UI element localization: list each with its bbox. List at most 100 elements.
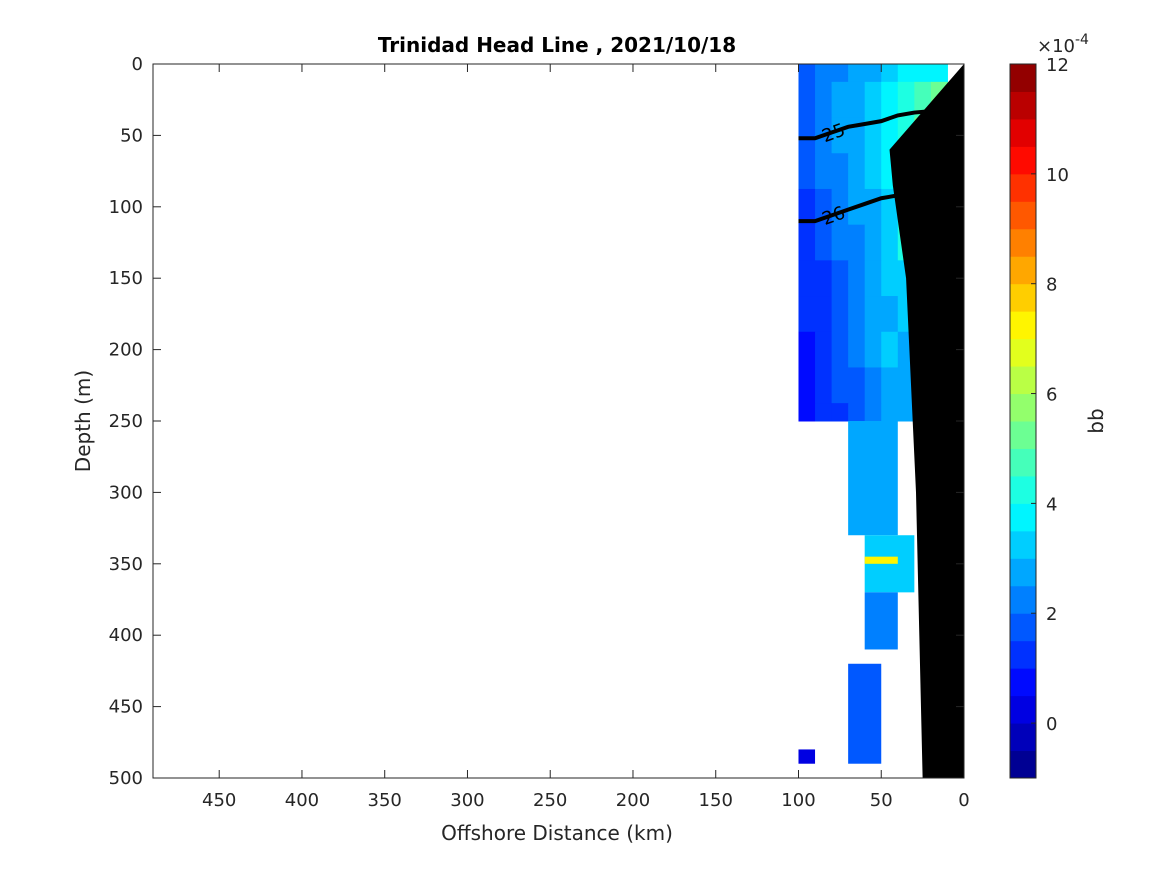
- heatmap-cell: [864, 403, 882, 422]
- heatmap-cell: [848, 260, 866, 297]
- heatmap-cell: [798, 296, 816, 333]
- colorbar-swatch: [1010, 338, 1036, 367]
- colorbar-swatch: [1010, 558, 1036, 587]
- x-tick-label: 350: [368, 790, 402, 811]
- colorbar-swatch: [1010, 668, 1036, 697]
- y-tick-label: 450: [109, 697, 143, 718]
- heatmap-cell: [815, 260, 833, 297]
- heatmap-cell: [914, 64, 932, 83]
- x-tick-label: 50: [870, 790, 893, 811]
- colorbar-swatch: [1010, 311, 1036, 340]
- colorbar-swatch: [1010, 530, 1036, 559]
- colorbar-swatch: [1010, 448, 1036, 477]
- contour-line: [798, 109, 932, 141]
- heatmap-cell: [864, 117, 882, 154]
- colorbar-swatch: [1010, 283, 1036, 312]
- heatmap-cell: [798, 331, 816, 368]
- heatmap-cell: [881, 64, 899, 83]
- heatmap-cell: [881, 296, 899, 333]
- heatmap-cell: [864, 153, 882, 190]
- deep-patch: [864, 592, 898, 650]
- heatmap-cell: [831, 367, 849, 404]
- colorbar-tick-label: 2: [1046, 604, 1057, 625]
- heatmap-cell: [881, 331, 899, 368]
- heatmap-cell: [848, 296, 866, 333]
- heatmap-cell: [831, 296, 849, 333]
- deep-patch: [864, 556, 898, 564]
- y-tick-label: 350: [109, 554, 143, 575]
- heatmap-cell: [831, 188, 849, 226]
- heatmap-cell: [815, 296, 833, 333]
- heatmap-cell: [798, 224, 816, 261]
- colorbar-exponent-base: ×10: [1037, 36, 1075, 57]
- y-tick-label: 200: [109, 340, 143, 361]
- heatmap-cell: [798, 367, 816, 404]
- heatmap-cell: [897, 64, 915, 83]
- heatmap-cell: [798, 260, 816, 297]
- heatmap-cell: [815, 64, 833, 83]
- colorbar-swatch: [1010, 118, 1036, 147]
- heatmap-cell: [881, 367, 899, 404]
- colorbar-exponent-power: -4: [1075, 32, 1089, 48]
- heatmap-cell: [864, 81, 882, 119]
- heatmap-cell: [848, 81, 866, 119]
- x-tick-label: 400: [285, 790, 319, 811]
- colorbar-tick-label: 4: [1046, 494, 1057, 515]
- colorbar-swatches: [1010, 64, 1036, 779]
- heatmap-cell: [881, 224, 899, 261]
- heatmap-cell: [815, 153, 833, 190]
- colorbar-swatch: [1010, 201, 1036, 230]
- deep-patch: [848, 663, 882, 764]
- colorbar-swatch: [1010, 64, 1036, 92]
- heatmap-cell: [815, 81, 833, 119]
- y-tick-label: 300: [109, 482, 143, 503]
- heatmap-cell: [815, 224, 833, 261]
- heatmap-cell: [798, 64, 816, 83]
- heatmap-cell: [881, 403, 899, 422]
- heatmap-cell: [864, 224, 882, 261]
- colorbar-swatch: [1010, 91, 1036, 120]
- heatmap-cell: [848, 367, 866, 404]
- colorbar-tick-label: 12: [1046, 55, 1069, 76]
- colorbar-swatch: [1010, 750, 1036, 779]
- x-tick-label: 250: [533, 790, 567, 811]
- colorbar-tick-label: 10: [1046, 165, 1069, 186]
- heatmap-cell: [897, 81, 915, 119]
- heatmap-cell: [897, 367, 915, 404]
- heatmap-cell: [831, 403, 849, 422]
- colorbar-swatch: [1010, 613, 1036, 642]
- y-tick-label: 0: [132, 54, 143, 75]
- heatmap-cell: [881, 260, 899, 297]
- colorbar-swatch: [1010, 256, 1036, 285]
- heatmap-cell: [864, 260, 882, 297]
- colorbar: 0 2 4 6 8 10 12 ×10-4 bb: [1009, 32, 1108, 779]
- colorbar-frame: [1009, 63, 1037, 779]
- deep-patches: [798, 421, 915, 764]
- colorbar-swatch: [1010, 640, 1036, 669]
- y-tick-label: 500: [109, 768, 143, 789]
- colorbar-tick-label: 6: [1046, 385, 1057, 406]
- heatmap-cell: [798, 403, 816, 422]
- colorbar-ticks: 0 2 4 6 8 10 12: [1031, 55, 1069, 735]
- heatmap-cell: [864, 188, 882, 226]
- colorbar-tick-label: 8: [1046, 275, 1057, 296]
- heatmap-cell: [848, 153, 866, 190]
- x-tick-label: 0: [958, 790, 969, 811]
- colorbar-swatch: [1010, 228, 1036, 257]
- heatmap-cell: [848, 224, 866, 261]
- heatmap-cell: [831, 224, 849, 261]
- contour-line: [798, 179, 932, 224]
- y-tick-label: 150: [109, 268, 143, 289]
- heatmap-cell: [798, 188, 816, 226]
- heatmap-cell: [881, 81, 899, 119]
- colorbar-exponent: ×10-4: [1037, 32, 1089, 57]
- heatmap-cell: [930, 64, 948, 83]
- x-tick-label: 300: [450, 790, 484, 811]
- heatmap-cell: [798, 153, 816, 190]
- colorbar-label: bb: [1084, 408, 1108, 433]
- y-tick-label: 100: [109, 197, 143, 218]
- deep-patch: [848, 421, 898, 536]
- colorbar-swatch: [1010, 173, 1036, 202]
- y-tick-label: 50: [120, 125, 143, 146]
